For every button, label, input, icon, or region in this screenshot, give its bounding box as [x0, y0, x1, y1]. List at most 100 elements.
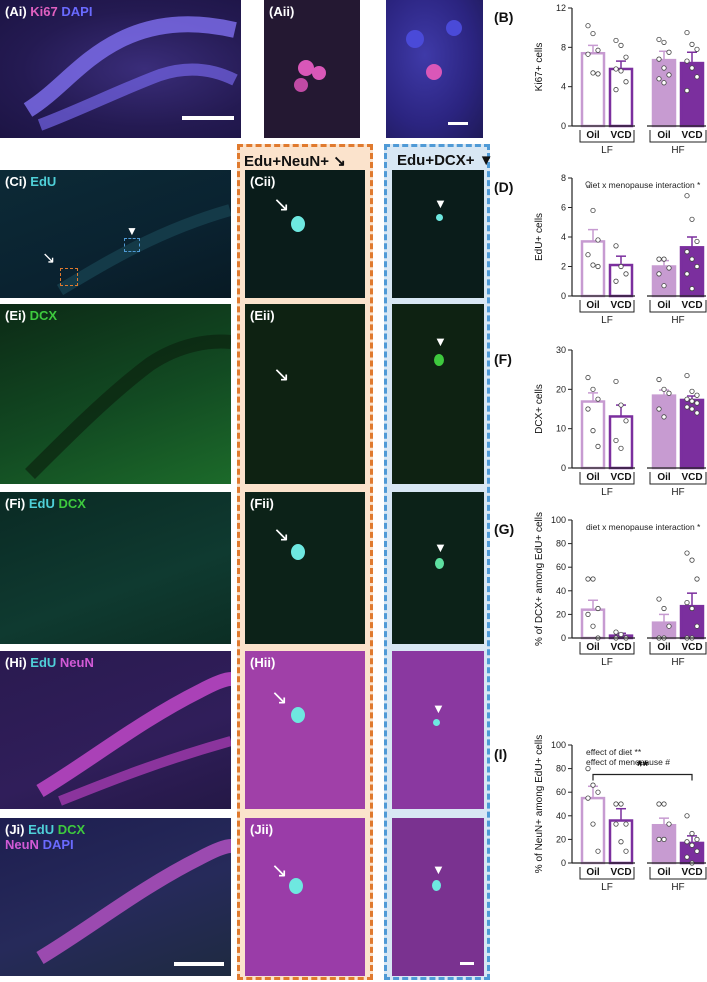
dentate-gyrus-micrograph	[36, 839, 231, 965]
data-point	[613, 66, 619, 72]
y-tick-label: 30	[556, 345, 566, 355]
group-label: LF	[601, 487, 613, 498]
data-point	[656, 801, 662, 807]
data-point	[656, 271, 662, 277]
data-point	[656, 836, 662, 843]
arrowhead-icon: ▼	[434, 540, 447, 555]
data-point	[618, 42, 624, 48]
image-panel-ci: (Ci) EdU ↘ ▼	[0, 170, 231, 298]
data-point	[613, 243, 619, 249]
data-point	[618, 402, 624, 408]
bar	[651, 265, 677, 298]
data-point	[585, 252, 591, 258]
data-point	[613, 278, 619, 284]
significance-bracket	[592, 773, 693, 781]
x-tick-label: VCD	[610, 472, 631, 483]
data-point	[585, 406, 591, 412]
data-point	[590, 386, 596, 392]
data-point	[694, 576, 700, 582]
arrowhead-icon: ▼	[432, 701, 445, 716]
edu-dcx-column-title: Edu+DCX+ ▼	[397, 152, 494, 169]
data-point	[595, 396, 601, 402]
data-point	[656, 76, 662, 82]
group-bracket	[649, 642, 707, 655]
scale-bar	[182, 116, 234, 120]
panel-label-cii: (Cii)	[250, 174, 276, 189]
arrowhead-icon: ▼	[434, 196, 447, 211]
x-tick-label: VCD	[610, 130, 631, 141]
ki67-positive-cell	[426, 64, 442, 80]
data-point	[689, 842, 695, 848]
group-label: HF	[671, 657, 684, 668]
x-tick-label: VCD	[610, 642, 631, 653]
group-bracket	[579, 300, 635, 313]
x-tick-label: Oil	[657, 867, 671, 878]
panel-label-fii: (Fii)	[250, 496, 274, 511]
data-point	[684, 839, 690, 845]
image-panel-eii-dcx: ▼	[392, 304, 484, 484]
group-bracket	[649, 472, 707, 485]
x-tick-label: VCD	[610, 867, 631, 878]
y-axis-label: % of DCX+ among EdU+ cells	[534, 512, 545, 646]
data-point	[590, 428, 596, 434]
data-point	[623, 848, 629, 854]
data-point	[585, 51, 591, 57]
data-point	[595, 848, 601, 854]
data-point	[661, 386, 667, 392]
data-point	[694, 836, 700, 843]
image-panel-cii-dcx: ▼	[392, 170, 484, 298]
data-point	[656, 596, 662, 602]
data-point	[613, 437, 619, 444]
x-tick-label: VCD	[681, 867, 702, 878]
data-point	[684, 396, 690, 402]
y-tick-label: 20	[556, 609, 566, 619]
image-panel-fii-dcx: ▼	[392, 492, 484, 644]
dapi-nucleus	[446, 20, 462, 36]
data-point	[613, 87, 619, 93]
data-point	[590, 576, 596, 582]
image-panel-hii-dcx: ▼	[392, 651, 484, 809]
data-point	[684, 29, 690, 36]
y-tick-label: 6	[561, 203, 566, 213]
data-point	[661, 801, 667, 807]
y-axis-label: DCX+ cells	[534, 384, 545, 434]
y-tick-label: 8	[561, 42, 566, 52]
dentate-gyrus-micrograph	[23, 16, 238, 131]
image-panel-hi: (Hi) EdU NeuN	[0, 651, 231, 809]
x-tick-label: Oil	[586, 300, 600, 311]
y-tick-label: 100	[551, 740, 566, 750]
panel-label-hii: (Hii)	[250, 655, 276, 670]
data-point	[595, 47, 601, 53]
y-tick-label: 0	[561, 291, 566, 301]
edu-positive-nucleus	[291, 216, 305, 232]
data-point	[590, 30, 596, 37]
data-point	[595, 71, 601, 77]
y-tick-label: 2	[561, 262, 566, 272]
data-point	[595, 443, 601, 449]
group-label: HF	[671, 315, 684, 326]
y-tick-label: 0	[561, 463, 566, 473]
panel-label-ai: (Ai) Ki67 DAPI	[5, 4, 93, 19]
y-tick-label: 0	[561, 121, 566, 131]
y-tick-label: 4	[561, 232, 566, 242]
panel-label-eii: (Eii)	[250, 308, 275, 323]
data-point	[585, 611, 591, 618]
data-point	[661, 605, 667, 612]
data-point	[689, 256, 695, 262]
y-tick-label: 60	[556, 562, 566, 572]
data-point	[684, 813, 690, 819]
group-bracket	[649, 130, 707, 143]
y-axis-label: EdU+ cells	[534, 213, 545, 261]
data-point	[689, 216, 695, 222]
data-point	[684, 372, 690, 379]
panel-label-hi: (Hi) EdU NeuN	[5, 655, 94, 670]
data-point	[661, 283, 667, 289]
edu-positive-nucleus	[289, 878, 303, 894]
data-point	[585, 795, 591, 801]
data-point	[694, 46, 700, 52]
data-point	[595, 237, 601, 243]
data-point	[595, 789, 601, 795]
data-point	[661, 836, 667, 843]
data-point	[694, 410, 700, 416]
y-axis-label: Ki67+ cells	[534, 43, 545, 92]
